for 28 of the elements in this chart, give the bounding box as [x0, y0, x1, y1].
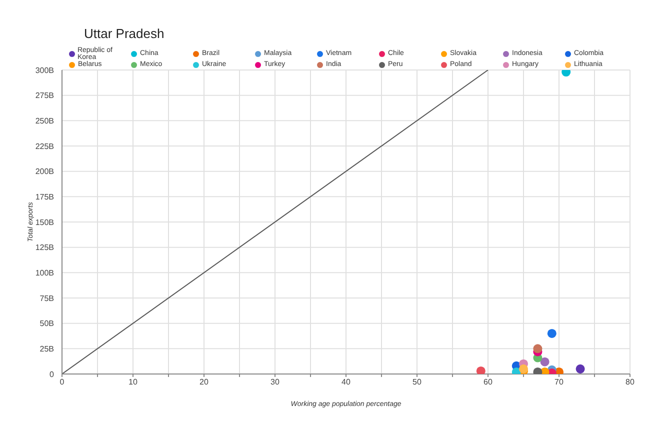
x-tick-label: 0	[60, 378, 65, 387]
y-tick-label: 300B	[35, 66, 54, 75]
y-tick-label: 100B	[35, 268, 54, 278]
point	[576, 364, 585, 374]
y-tick-label: 0	[50, 370, 55, 379]
x-tick-label: 70	[554, 378, 564, 387]
y-tick-label: 275B	[35, 91, 54, 100]
x-tick-label: 60	[484, 378, 493, 387]
chart-title: Uttar Pradesh	[84, 26, 164, 41]
y-tick-label: 225B	[35, 142, 54, 151]
y-tick-label: 125B	[35, 243, 54, 252]
y-tick-label: 150B	[35, 218, 54, 227]
x-tick-label: 50	[412, 378, 422, 387]
x-tick-label: 40	[342, 378, 351, 387]
y-tick-label: 250B	[35, 116, 54, 126]
point	[533, 344, 542, 354]
x-tick-label: 30	[270, 378, 280, 387]
point	[476, 366, 486, 374]
y-tick-label: 175B	[35, 192, 54, 202]
y-tick-label: 25B	[40, 344, 54, 354]
point	[547, 328, 556, 338]
y-tick-label: 75B	[40, 294, 54, 303]
point	[540, 357, 550, 366]
y-tick-label: 50B	[40, 319, 54, 328]
x-tick-label: 80	[626, 378, 635, 387]
x-tick-label: 10	[128, 378, 138, 387]
x-tick-label: 20	[200, 378, 209, 387]
y-tick-label: 200B	[35, 167, 54, 176]
